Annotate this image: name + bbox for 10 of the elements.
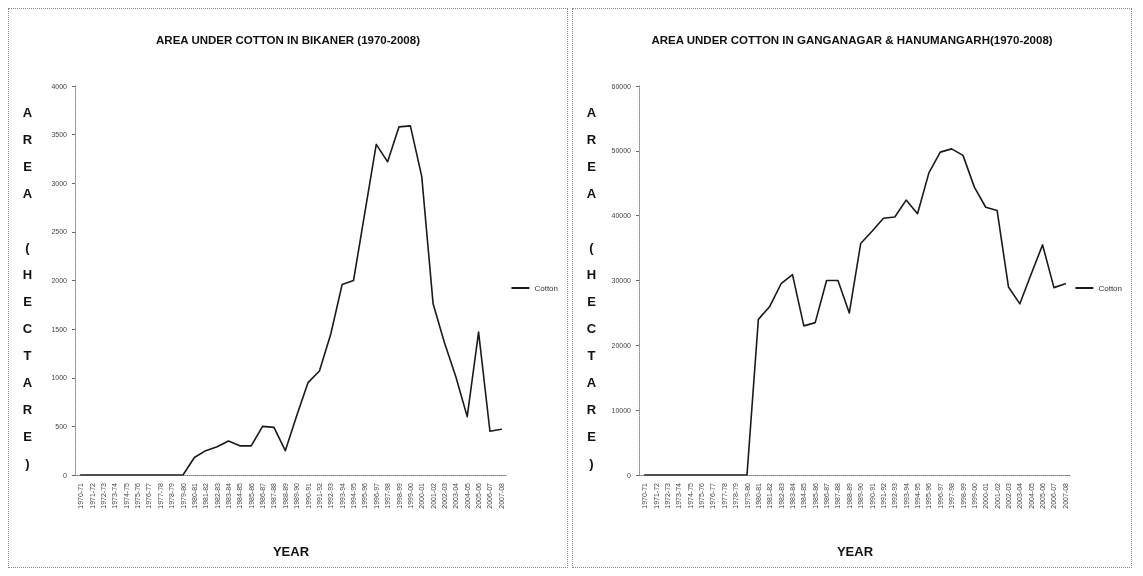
x-axis-title: YEAR [836, 544, 874, 559]
chart-title: AREA UNDER COTTON IN GANGANAGAR & HANUMANGARH(1970-2008) [651, 34, 1053, 46]
x-axis-title: YEAR [272, 544, 310, 559]
line-series [79, 125, 503, 476]
y-axis-title: AREA (HECTARE) [584, 105, 599, 483]
y-axis-title: AREA (HECTARE) [20, 105, 35, 483]
line-series [643, 148, 1067, 476]
chart-title: AREA UNDER COTTON IN BIKANER (1970-2008) [156, 34, 421, 46]
legend-label: Cotton [534, 283, 559, 293]
legend-label: Cotton [1098, 283, 1123, 293]
